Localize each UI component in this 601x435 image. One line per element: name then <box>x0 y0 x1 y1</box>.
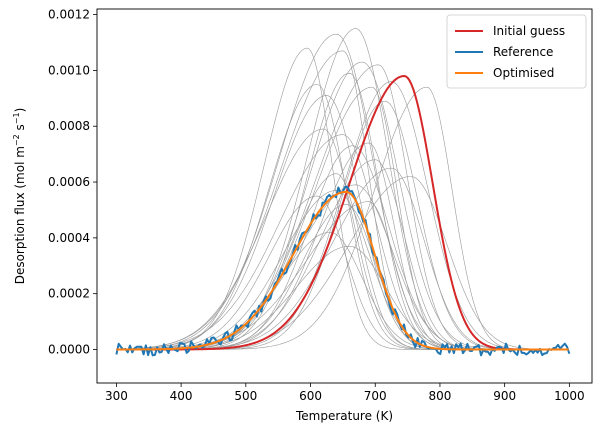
y-axis-ticks: 0.0000 0.0002 0.0004 0.0006 0.0008 0.0010 0.00… <box>48 8 97 357</box>
y-axis-label-unit-s: s <box>13 124 27 134</box>
x-axis-label: Temperature (K) <box>295 409 393 423</box>
y-axis-label-close: ) <box>13 108 27 113</box>
x-tick-label: 300 <box>105 389 128 403</box>
y-tick-label: 0.0002 <box>48 287 90 301</box>
y-axis-label-main: Desorption flux (mol m <box>13 146 27 284</box>
x-tick-label: 900 <box>493 389 516 403</box>
ensemble-curve <box>116 128 569 350</box>
x-tick-label: 1000 <box>554 389 585 403</box>
series-line-reference <box>115 185 571 357</box>
ensemble-curve <box>116 86 569 350</box>
ensemble-curve <box>116 47 569 350</box>
ensemble-curve <box>116 100 569 350</box>
x-tick-label: 400 <box>170 389 193 403</box>
ensemble-curve <box>116 81 569 350</box>
series-line-initial-guess <box>116 75 569 351</box>
plot-frame <box>96 8 593 384</box>
ensemble-curve <box>116 184 569 350</box>
legend: Initial guess Reference Optimised <box>446 14 587 89</box>
ensemble-curve <box>116 86 569 350</box>
y-tick-label: 0.0006 <box>48 175 90 189</box>
y-tick-label: 0.0004 <box>48 231 90 245</box>
y-axis-label: Desorption flux (mol m−2 s−1) <box>12 108 27 285</box>
x-tick-label: 500 <box>234 389 257 403</box>
ensemble-curve <box>116 195 569 350</box>
legend-label: Initial guess <box>493 24 565 38</box>
series-lines <box>115 75 571 357</box>
x-tick-label: 600 <box>299 389 322 403</box>
ensemble-curve <box>116 72 569 350</box>
y-axis-label-exponent-1: −2 <box>12 134 21 146</box>
ensemble-curve <box>116 50 569 350</box>
ensemble-curve <box>116 245 569 350</box>
x-tick-label: 700 <box>364 389 387 403</box>
ensemble-curve <box>116 173 569 350</box>
series-line-optimised <box>116 190 569 351</box>
y-tick-label: 0.0008 <box>48 119 90 133</box>
ensemble-curve <box>116 159 569 350</box>
x-axis-ticks: 300 400 500 600 700 800 900 1000 <box>105 383 585 403</box>
ensemble-curve <box>116 95 569 350</box>
ensemble-curve <box>116 145 569 350</box>
y-axis-label-exponent-2: −1 <box>12 112 21 124</box>
y-tick-label: 0.0000 <box>48 343 90 357</box>
legend-box <box>446 14 587 89</box>
legend-label: Reference <box>493 45 553 59</box>
ensemble-curve <box>116 231 569 350</box>
y-tick-label: 0.0010 <box>48 63 90 77</box>
x-tick-label: 800 <box>428 389 451 403</box>
y-tick-label: 0.0012 <box>48 8 90 22</box>
ensemble-curve <box>116 134 569 350</box>
legend-label: Optimised <box>493 66 554 80</box>
